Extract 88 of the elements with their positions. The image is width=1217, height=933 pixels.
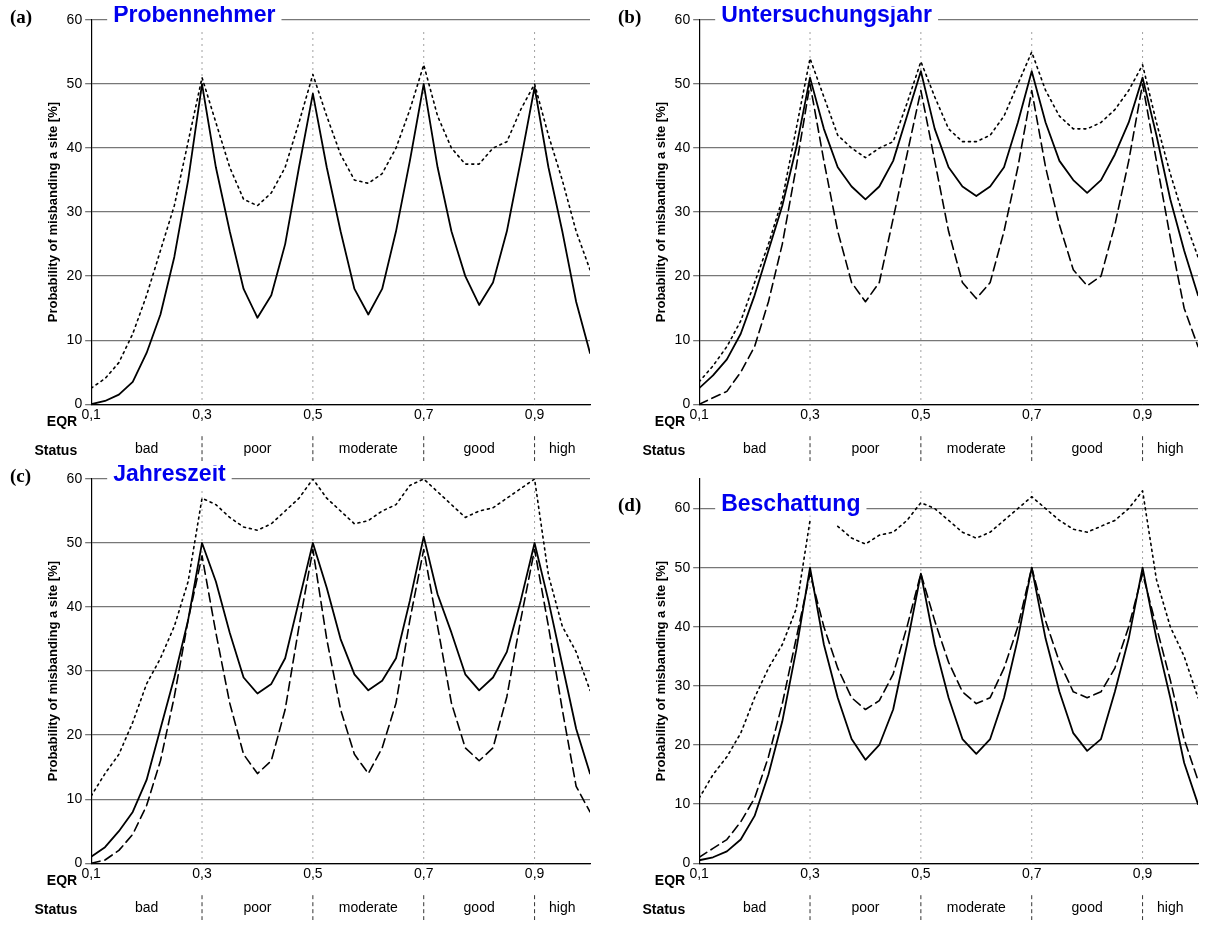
x-tick-label: 0,9 bbox=[524, 865, 545, 882]
x-tick-label: 0,7 bbox=[413, 406, 434, 423]
text: poor bbox=[851, 899, 880, 916]
x-tick-label: 0,3 bbox=[800, 865, 820, 882]
text: (a) bbox=[10, 5, 33, 28]
text: bad bbox=[742, 440, 767, 457]
text: (d) bbox=[618, 494, 642, 517]
text: moderate bbox=[946, 899, 1007, 916]
y-tick-label: 50 bbox=[66, 533, 83, 550]
y-tick-label: 50 bbox=[66, 74, 83, 91]
y-tick-label: 50 bbox=[674, 558, 691, 575]
text: good bbox=[1071, 440, 1103, 457]
text: high bbox=[549, 440, 576, 457]
x-tick-label: 0,7 bbox=[413, 865, 434, 882]
y-tick-label: 50 bbox=[674, 74, 691, 91]
y-tick-label: 60 bbox=[674, 499, 691, 516]
text: good bbox=[463, 899, 495, 916]
y-tick-label: 60 bbox=[66, 469, 83, 486]
text: poor bbox=[243, 899, 272, 916]
chart-title: Untersuchungsjahr bbox=[721, 1, 933, 28]
x-tick-label: 0,1 bbox=[81, 406, 102, 423]
y-tick-label: 60 bbox=[66, 10, 83, 27]
x-tick-label: 0,3 bbox=[192, 406, 212, 423]
y-tick-label: 30 bbox=[66, 661, 83, 678]
y-axis-title: Probability of misbanding a site [%] bbox=[653, 101, 669, 323]
x-tick-label: 0,1 bbox=[689, 865, 710, 882]
x-tick-label: 0,1 bbox=[689, 406, 710, 423]
x-tick-label: 0,9 bbox=[524, 406, 545, 423]
y-tick-label: 40 bbox=[674, 617, 691, 634]
text: poor bbox=[243, 440, 272, 457]
x-axis-title: EQR bbox=[46, 413, 78, 430]
text: high bbox=[1157, 899, 1184, 916]
y-tick-label: 30 bbox=[674, 676, 691, 693]
y-tick-label: 20 bbox=[674, 735, 691, 752]
x-tick-label: 0,7 bbox=[1021, 865, 1042, 882]
y-tick-label: 0 bbox=[74, 854, 83, 871]
text: moderate bbox=[946, 440, 1007, 457]
chart-title: Probennehmer bbox=[113, 1, 276, 28]
text: good bbox=[1071, 899, 1103, 916]
y-tick-label: 20 bbox=[66, 725, 83, 742]
x-tick-label: 0,5 bbox=[303, 865, 323, 882]
y-tick-label: 10 bbox=[674, 794, 691, 811]
x-tick-label: 0,3 bbox=[800, 406, 820, 423]
x-tick-label: 0,5 bbox=[911, 865, 931, 882]
y-tick-label: 20 bbox=[66, 266, 83, 283]
chart-title: Jahreszeit bbox=[113, 460, 227, 487]
text: good bbox=[463, 440, 495, 457]
y-tick-label: 10 bbox=[66, 331, 83, 348]
y-tick-label: 40 bbox=[674, 138, 691, 155]
x-axis-title: EQR bbox=[654, 872, 686, 889]
text: Status bbox=[642, 901, 686, 918]
y-tick-label: 30 bbox=[66, 202, 83, 219]
y-axis-title: Probability of misbanding a site [%] bbox=[653, 560, 669, 782]
x-tick-label: 0,9 bbox=[1132, 406, 1153, 423]
y-tick-label: 0 bbox=[682, 854, 691, 871]
y-tick-label: 40 bbox=[66, 597, 83, 614]
y-tick-label: 10 bbox=[674, 331, 691, 348]
x-axis-title: EQR bbox=[46, 872, 78, 889]
x-axis-title: EQR bbox=[654, 413, 686, 430]
y-axis-title: Probability of misbanding a site [%] bbox=[45, 560, 61, 782]
y-tick-label: 60 bbox=[674, 10, 691, 27]
text: bad bbox=[134, 440, 159, 457]
y-tick-label: 0 bbox=[682, 395, 691, 412]
text: Status bbox=[34, 901, 78, 918]
y-tick-label: 40 bbox=[66, 138, 83, 155]
x-tick-label: 0,5 bbox=[303, 406, 323, 423]
text: high bbox=[1157, 440, 1184, 457]
y-tick-label: 30 bbox=[674, 202, 691, 219]
text: Status bbox=[34, 442, 78, 459]
text: poor bbox=[851, 440, 880, 457]
text: high bbox=[549, 899, 576, 916]
text: (c) bbox=[10, 464, 32, 487]
y-tick-label: 0 bbox=[74, 395, 83, 412]
text: Beschattung bbox=[721, 489, 861, 516]
y-tick-label: 10 bbox=[66, 790, 83, 807]
x-tick-label: 0,1 bbox=[81, 865, 102, 882]
text: bad bbox=[742, 899, 767, 916]
y-axis-title: Probability of misbanding a site [%] bbox=[45, 101, 61, 323]
x-tick-label: 0,7 bbox=[1021, 406, 1042, 423]
x-tick-label: 0,3 bbox=[192, 865, 212, 882]
text: moderate bbox=[338, 899, 399, 916]
text: moderate bbox=[338, 440, 399, 457]
y-tick-label: 20 bbox=[674, 266, 691, 283]
text: bad bbox=[134, 899, 159, 916]
x-tick-label: 0,5 bbox=[911, 406, 931, 423]
x-tick-label: 0,9 bbox=[1132, 865, 1153, 882]
text: Status bbox=[642, 442, 686, 459]
text: (b) bbox=[618, 5, 642, 28]
